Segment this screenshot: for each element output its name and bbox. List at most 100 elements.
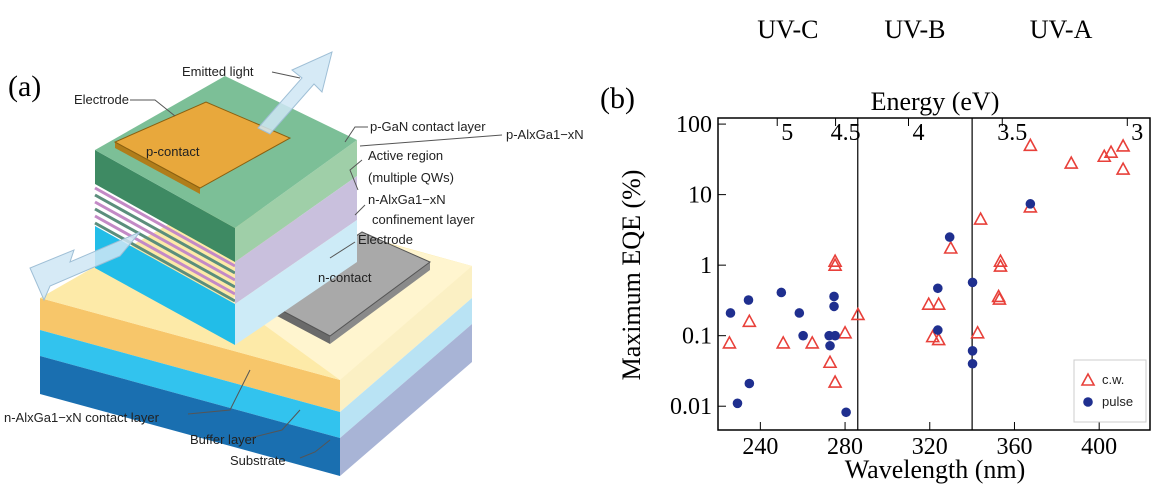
data-point: [743, 295, 754, 305]
diagram-label: Active region: [368, 148, 443, 163]
x2-tick-label: 4.5: [831, 120, 861, 146]
leader: [271, 71, 301, 79]
panel-label: (b): [600, 82, 635, 115]
x-tick-label: 360: [996, 434, 1032, 460]
data-point: [1023, 137, 1038, 152]
data-point: [943, 240, 959, 254]
mesa-qw-right: [235, 176, 357, 304]
legend-box: [1073, 359, 1147, 423]
plot-frame: [717, 117, 1151, 431]
diagram-label: n-AlxGa1−xN: [368, 192, 446, 207]
diagram-label: Electrode: [74, 92, 129, 107]
diagram-label: p-GaN contact layer: [370, 119, 486, 134]
x-tick-label: 280: [827, 434, 863, 460]
y-tick-label: 100: [676, 112, 712, 138]
leader: [249, 409, 301, 439]
region-label: UV-B: [884, 15, 945, 44]
mesa-n-right: [235, 220, 357, 345]
leader: [187, 369, 251, 415]
region-label: UV-A: [1030, 15, 1093, 44]
data-point: [794, 308, 805, 318]
data-point: [1063, 155, 1079, 169]
light-arrow: [257, 51, 333, 135]
data-point: [992, 291, 1007, 305]
data-point: [931, 331, 947, 346]
x2-axis-title: Energy (eV): [871, 87, 1000, 116]
data-point: [993, 253, 1008, 267]
legend-label: c.w.: [1102, 372, 1124, 387]
data-point: [921, 296, 937, 310]
data-point: [1096, 148, 1112, 163]
n-contact-side-r: [330, 262, 430, 344]
data-point: [967, 277, 978, 288]
diagram-label: (multiple QWs): [368, 170, 454, 185]
leader: [354, 204, 366, 216]
mesa-p-gan-front: [95, 150, 235, 262]
panel-label: (a): [8, 70, 41, 103]
data-point: [933, 325, 943, 335]
data-point: [822, 354, 838, 369]
diagram-label: Substrate: [230, 453, 286, 468]
data-point: [827, 374, 843, 388]
data-point: [744, 378, 755, 389]
y-tick-label: 10: [688, 183, 712, 209]
chart: (b) Energy (eV) Wavelength (nm) Maximum …: [600, 15, 1151, 484]
mesa-n-front: [95, 226, 235, 345]
data-point: [798, 330, 808, 341]
diagram-label: Emitted light: [182, 64, 254, 79]
diagram: (a) Emitted light Electrode p-GaN contac…: [4, 51, 584, 476]
qw-stack: [94, 186, 236, 303]
data-point: [725, 308, 736, 318]
data-point: [722, 335, 737, 349]
data-point: [931, 296, 947, 310]
data-point: [973, 211, 988, 225]
n-contact-layer-front: [40, 298, 340, 412]
data-point: [804, 335, 820, 349]
diagram-label: p-AlxGa1−xN: [506, 127, 584, 142]
data-point: [1025, 199, 1036, 209]
diagram-label: Buffer layer: [190, 432, 257, 447]
leader: [344, 126, 368, 143]
p-contact-top: [113, 101, 292, 189]
leader: [349, 159, 363, 191]
data-point: [970, 325, 985, 339]
data-point: [837, 325, 853, 339]
data-point: [825, 340, 835, 351]
region-label: UV-C: [757, 15, 818, 44]
data-point: [827, 257, 843, 271]
diagram-label: n-AlxGa1−xN contact layer: [4, 410, 160, 425]
x2-tick-label: 4: [913, 120, 925, 146]
y-tick-label: 1: [700, 253, 712, 279]
data-point: [1115, 138, 1131, 152]
y-axis-title: Maximum EQE (%): [617, 170, 646, 381]
legend-label: pulse: [1102, 394, 1133, 409]
diagram-label: confinement layer: [372, 212, 475, 227]
data-point: [775, 335, 791, 349]
data-point: [741, 313, 757, 328]
leader: [299, 439, 331, 459]
x2-tick-label: 5: [781, 120, 793, 146]
light-arrow: [29, 231, 141, 302]
data-point: [841, 407, 851, 418]
buffer-front: [40, 330, 340, 438]
data-point: [732, 398, 743, 409]
data-point: [850, 306, 866, 321]
n-contact-layer-right: [340, 266, 472, 412]
data-point: [967, 358, 978, 369]
x-tick-label: 400: [1081, 434, 1117, 460]
x-axis-title: Wavelength (nm): [845, 455, 1026, 484]
buffer-right: [340, 298, 472, 438]
legend-marker: [1080, 372, 1096, 386]
data-point: [829, 301, 839, 312]
data-point: [827, 253, 843, 267]
substrate-right: [340, 324, 472, 476]
leader: [359, 134, 503, 147]
data-point: [829, 291, 839, 302]
leader: [130, 99, 176, 117]
mesa-p-gan-right: [235, 140, 357, 262]
diagram-label: n-contact: [318, 270, 372, 285]
x2-tick-label: 3.5: [997, 120, 1027, 146]
data-point: [967, 346, 978, 356]
data-point: [944, 232, 955, 242]
